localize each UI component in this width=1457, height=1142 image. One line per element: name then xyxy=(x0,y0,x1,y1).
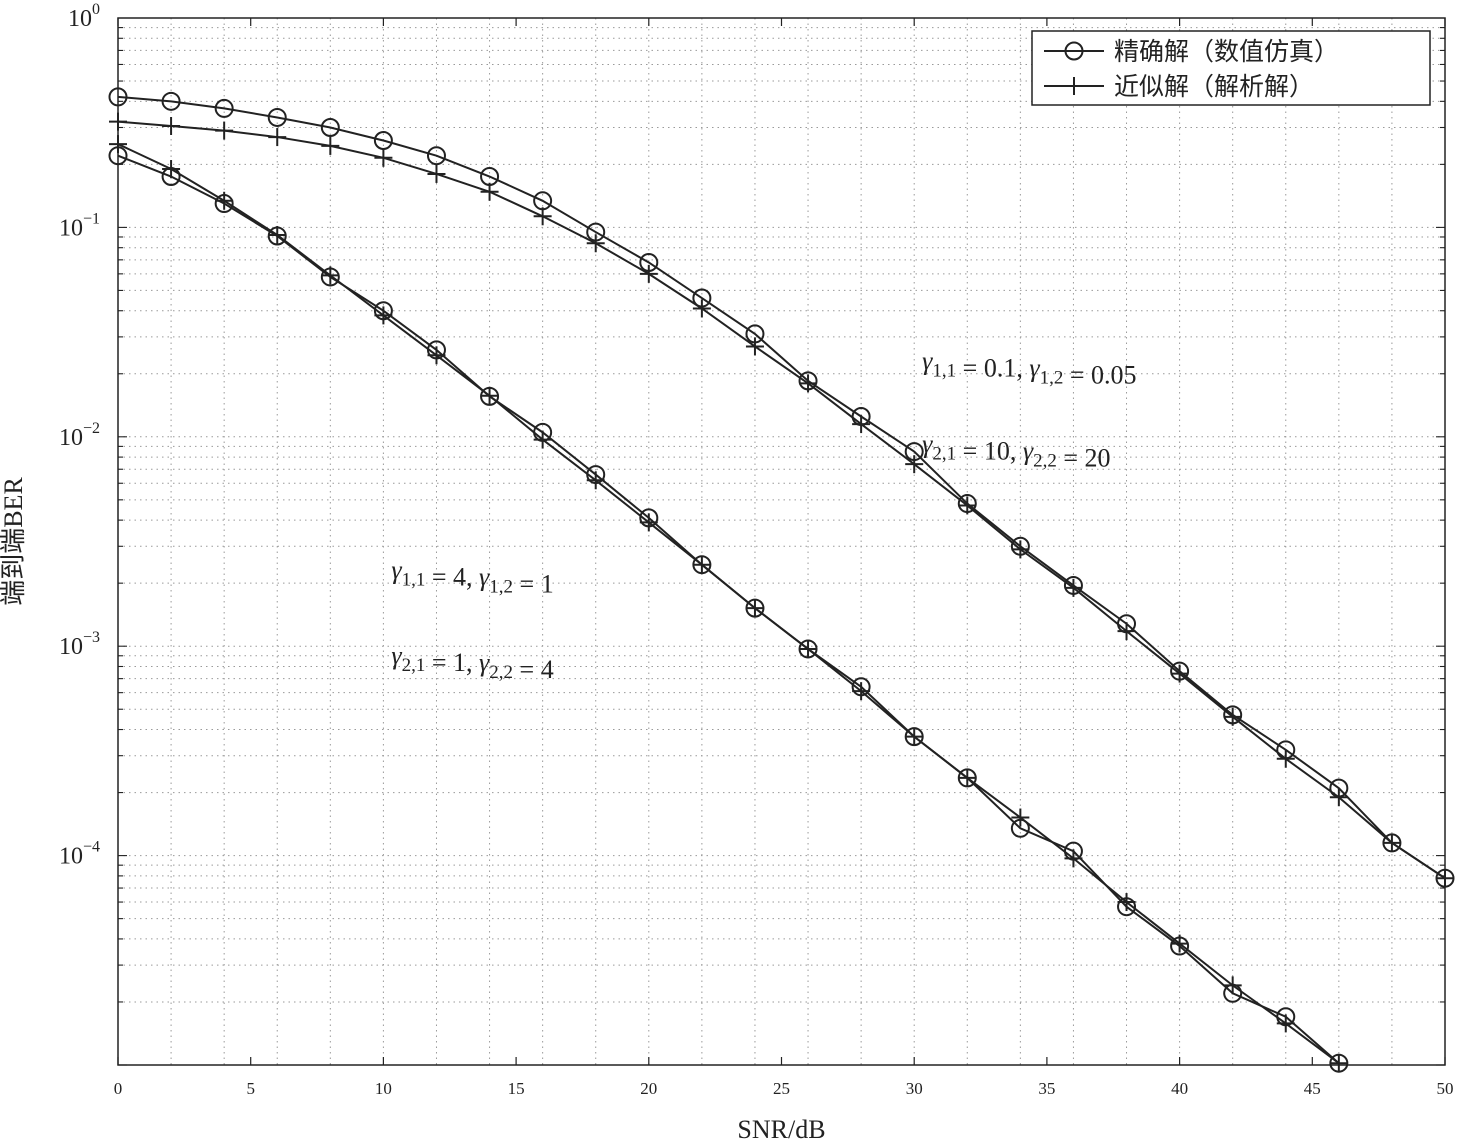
y-tick-labels: 100 10−1 10−2 10−3 10−4 xyxy=(59,1,100,870)
annotations: γ1,1 = 0.1, γ1,2 = 0.05 γ2,1 = 10, γ2,2 =… xyxy=(391,346,1136,684)
plus-marker xyxy=(374,306,393,325)
plus-marker xyxy=(427,346,446,365)
plus-marker xyxy=(799,374,818,393)
plus-marker xyxy=(1117,622,1136,641)
plus-marker xyxy=(374,148,393,167)
y-tick-label: 100 xyxy=(68,1,100,32)
plus-marker xyxy=(1329,788,1348,807)
y-tick-label: 10−1 xyxy=(59,210,100,241)
legend-plus-marker xyxy=(1065,77,1083,95)
plus-marker xyxy=(533,207,552,226)
legend-item: 精确解（数值仿真） xyxy=(1044,37,1339,66)
x-tick-label: 35 xyxy=(1038,1079,1055,1098)
x-tick-label: 25 xyxy=(773,1079,790,1098)
annotation-line: γ2,1 = 1, γ2,2 = 4 xyxy=(391,641,553,684)
plus-marker xyxy=(480,386,499,405)
plus-marker xyxy=(533,430,552,449)
circle-marker xyxy=(161,91,181,111)
plus-marker xyxy=(1170,934,1189,953)
plus-marker xyxy=(215,121,234,140)
x-tick-label: 40 xyxy=(1171,1079,1188,1098)
circle-marker xyxy=(214,98,234,118)
plus-marker xyxy=(109,135,127,154)
x-tick-label: 10 xyxy=(375,1079,392,1098)
plus-marker xyxy=(109,112,127,131)
circle-marker xyxy=(267,107,287,127)
plus-marker xyxy=(1223,707,1242,726)
plus-marker xyxy=(1064,578,1083,597)
legend-label: 近似解（解析解） xyxy=(1114,72,1314,101)
circle-marker xyxy=(320,117,340,137)
x-tick-label: 50 xyxy=(1437,1079,1454,1098)
x-tick-label: 15 xyxy=(508,1079,525,1098)
x-tick-label: 45 xyxy=(1304,1079,1321,1098)
annotation: γ1,1 = 4, γ1,2 = 1 γ2,1 = 1, γ2,2 = 4 xyxy=(391,556,553,685)
x-tick-label: 30 xyxy=(906,1079,923,1098)
series-lower-plus xyxy=(109,135,1348,1073)
plus-marker xyxy=(427,164,446,183)
annotation-line: γ2,1 = 10, γ2,2 = 20 xyxy=(922,430,1110,473)
plus-marker xyxy=(958,496,977,515)
plus-marker xyxy=(745,599,764,618)
plus-marker xyxy=(1117,893,1136,912)
series-upper-plus xyxy=(109,112,1454,888)
x-axis-label: SNR/dB xyxy=(737,1115,825,1142)
plus-marker xyxy=(586,471,605,490)
plus-marker xyxy=(215,191,234,210)
annotation-line: γ1,1 = 0.1, γ1,2 = 0.05 xyxy=(922,346,1136,389)
legend-item: 近似解（解析解） xyxy=(1044,72,1314,101)
plus-marker xyxy=(639,513,658,532)
plus-marker xyxy=(1223,976,1242,995)
plus-marker xyxy=(268,128,287,147)
annotation: γ1,1 = 0.1, γ1,2 = 0.05 γ2,1 = 10, γ2,2 =… xyxy=(922,346,1136,472)
series-line xyxy=(117,120,1446,880)
plus-marker xyxy=(852,415,871,434)
plus-marker xyxy=(905,455,924,474)
plus-marker xyxy=(692,299,711,318)
legend-label: 精确解（数值仿真） xyxy=(1114,37,1339,66)
y-tick-label: 10−4 xyxy=(59,839,100,870)
legend-circle-marker xyxy=(1064,41,1084,61)
plus-marker xyxy=(321,136,340,155)
plus-marker xyxy=(1064,849,1083,868)
plus-marker xyxy=(1276,749,1295,768)
plus-marker xyxy=(480,182,499,201)
plus-marker xyxy=(1276,1014,1295,1033)
x-tick-label: 0 xyxy=(114,1079,123,1098)
x-tick-labels: 0 5 10 15 20 25 30 35 40 45 50 xyxy=(114,1079,1454,1098)
plus-marker xyxy=(1170,664,1189,683)
circle-marker xyxy=(426,146,446,166)
annotation-line: γ1,1 = 4, γ1,2 = 1 xyxy=(391,556,553,599)
circle-marker xyxy=(108,87,128,107)
plus-marker xyxy=(162,160,181,179)
plus-marker xyxy=(1011,808,1030,827)
plus-marker xyxy=(799,639,818,658)
plus-marker xyxy=(162,116,181,135)
plus-marker xyxy=(639,264,658,283)
plus-marker xyxy=(321,266,340,285)
series-layer xyxy=(108,87,1455,1073)
plus-marker xyxy=(1011,540,1030,559)
plus-marker xyxy=(586,234,605,253)
plus-marker xyxy=(268,225,287,244)
y-tick-label: 10−3 xyxy=(59,629,100,660)
y-axis-label: 端到端BER xyxy=(0,477,28,606)
plus-marker xyxy=(1329,1054,1348,1073)
x-tick-label: 20 xyxy=(640,1079,657,1098)
plus-marker xyxy=(692,555,711,574)
plus-marker xyxy=(852,682,871,701)
plus-marker xyxy=(958,768,977,787)
plus-marker xyxy=(1382,833,1401,852)
plus-marker xyxy=(1436,869,1454,888)
legend-box xyxy=(1031,30,1431,106)
plus-marker xyxy=(745,337,764,356)
y-tick-label: 10−2 xyxy=(59,420,100,451)
tick-marks xyxy=(117,18,1446,1066)
plus-marker xyxy=(905,727,924,746)
x-tick-label: 5 xyxy=(246,1079,255,1098)
legend: 精确解（数值仿真） 近似解（解析解） xyxy=(1031,30,1431,106)
series-line xyxy=(117,143,1340,1064)
